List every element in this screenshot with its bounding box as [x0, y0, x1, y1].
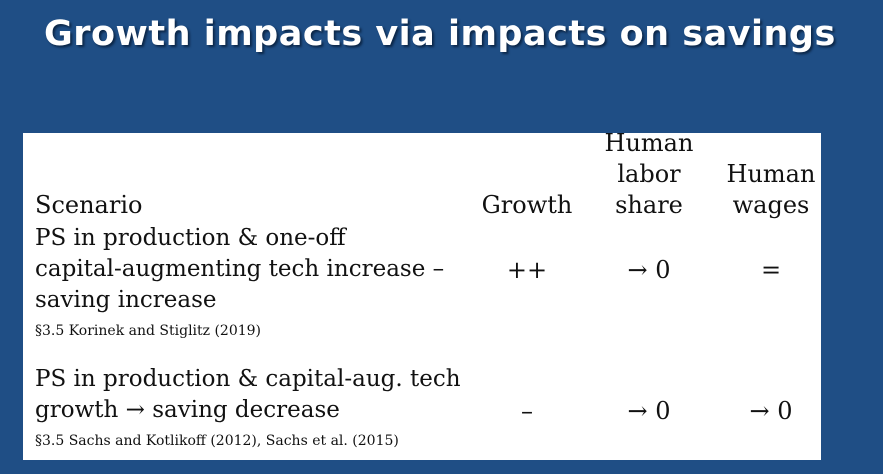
row-1-labor-share: → 0 — [627, 256, 671, 284]
row-2-growth: – — [521, 397, 533, 425]
header-wages-line-2: wages — [732, 191, 810, 219]
row-1-reference: §3.5 Korinek and Stiglitz (2019) — [35, 323, 262, 339]
row-1-scenario-line-3: saving increase — [35, 287, 217, 313]
row-2-wages: → 0 — [749, 397, 793, 425]
results-table: Scenario Growth Human labor share Human … — [23, 129, 821, 460]
header-labor-share-line-1: Human — [604, 129, 694, 157]
row-1-wages: = — [760, 256, 782, 284]
header-scenario: Scenario — [35, 191, 143, 219]
row-2-labor-share: → 0 — [627, 397, 671, 425]
row-1-scenario-line-2: capital-augmenting tech increase – — [35, 256, 445, 282]
row-2-scenario-line-2: growth → saving decrease — [35, 397, 340, 423]
header-growth: Growth — [481, 191, 573, 219]
row-2-scenario-line-1: PS in production & capital-aug. tech — [35, 366, 461, 392]
row-2-reference: §3.5 Sachs and Kotlikoff (2012), Sachs e… — [35, 433, 399, 449]
row-1-growth: ++ — [506, 256, 548, 284]
header-labor-share-line-3: share — [615, 191, 683, 219]
row-1-scenario-line-1: PS in production & one-off — [35, 225, 346, 251]
header-labor-share-line-2: labor — [617, 160, 681, 188]
slide-title: Growth impacts via impacts on savings — [44, 14, 836, 54]
header-wages-line-1: Human — [726, 160, 816, 188]
